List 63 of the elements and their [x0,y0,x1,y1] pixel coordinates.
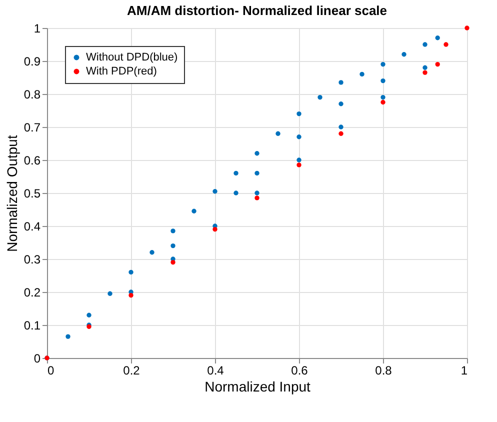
y-tick-label: 0.1 [24,318,41,332]
point [254,170,260,176]
point [380,62,386,67]
point [380,100,386,105]
point [170,228,176,234]
y-tick-label: 0.6 [24,154,41,168]
point [380,78,386,84]
x-tick-label: 0.8 [375,364,392,378]
point [435,62,440,67]
y-tick-label: 0.5 [24,186,41,200]
point [338,102,344,106]
point [254,190,260,196]
point [234,170,238,176]
legend-label: With PDP(red) [86,66,157,78]
y-tick-label: 0 [34,352,41,366]
point [276,131,280,136]
point [128,270,134,275]
point [435,36,440,40]
legend-label: Without DPD(blue) [86,52,178,64]
y-tick-label: 0.2 [24,286,41,300]
point [296,158,302,162]
point [318,94,322,100]
point [444,42,448,47]
point [360,72,364,77]
y-tick-label: 0.4 [24,220,41,234]
y-tick-label: 0.7 [24,120,41,134]
point [170,260,176,265]
point [254,151,260,156]
y-tick-label: 0.3 [24,252,41,266]
y-axis-title: Normalized Output [4,135,20,252]
point [212,189,218,194]
x-tick-label: 0 [48,364,54,378]
x-tick-label: 0.6 [291,364,308,378]
x-tick-label: 1 [460,364,468,378]
point [150,250,154,255]
point [296,162,302,168]
x-axis-title: Normalized Input [204,378,311,394]
x-tick-label: 0.4 [207,364,224,378]
point [296,134,302,140]
y-tick-label: 0.9 [24,54,41,68]
point [422,42,428,47]
point [192,208,196,214]
point [338,124,344,130]
point [66,334,70,339]
point [338,131,344,136]
point [108,291,112,296]
point [380,94,386,100]
point [402,52,406,57]
point [464,26,470,30]
point [254,196,260,200]
point [422,65,428,70]
point [234,190,238,196]
point [296,111,302,116]
chart-title: AM/AM distortion- Normalized linear scale [126,3,388,18]
point [422,70,428,75]
point [128,292,134,298]
point [338,80,344,85]
point [86,312,92,318]
point [170,243,176,248]
point [212,226,218,232]
x-tick-label: 0.2 [123,364,140,378]
y-tick-label: 1 [34,22,41,36]
y-tick-label: 0.8 [24,88,41,102]
